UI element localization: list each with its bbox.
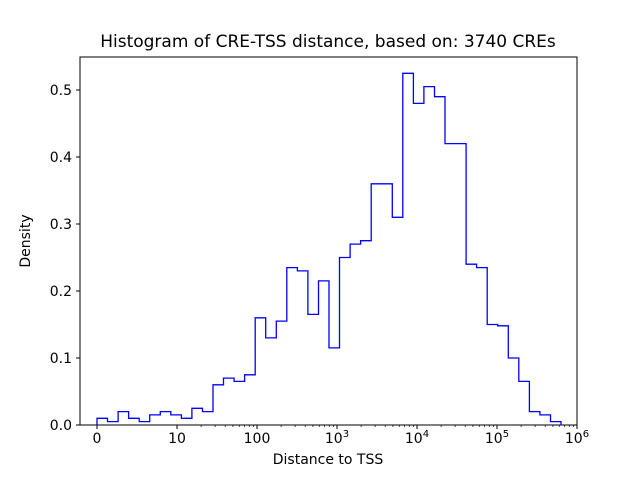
y-axis-label: Density [18,214,34,267]
x-tick-label: 10 [168,431,186,447]
chart-title: Histogram of CRE-TSS distance, based on:… [100,32,556,52]
x-tick-label: 103 [325,429,349,447]
y-tick-label: 0.0 [50,418,72,434]
y-tick-label: 0.2 [50,284,72,300]
x-axis-label: Distance to TSS [273,452,384,468]
y-tick-label: 0.5 [50,83,72,99]
y-tick-label: 0.3 [50,217,72,233]
x-tick-label: 105 [485,429,509,447]
x-tick-label: 106 [565,429,589,447]
axes-frame [79,56,578,426]
y-tick-label: 0.4 [50,150,72,166]
y-tick-label: 0.1 [50,351,72,367]
plot-area: 0 10 100 103 104 105 106 0.0 0.1 0.2 0.3 0.4 0.5 [50,56,589,447]
x-tick-label: 0 [93,431,102,447]
x-axis: 0 10 100 103 104 105 106 [93,425,589,447]
x-tick-label: 104 [405,429,429,447]
histogram-step-line [96,72,562,425]
x-tick-label: 100 [244,431,271,447]
y-axis: 0.0 0.1 0.2 0.3 0.4 0.5 [50,83,80,434]
